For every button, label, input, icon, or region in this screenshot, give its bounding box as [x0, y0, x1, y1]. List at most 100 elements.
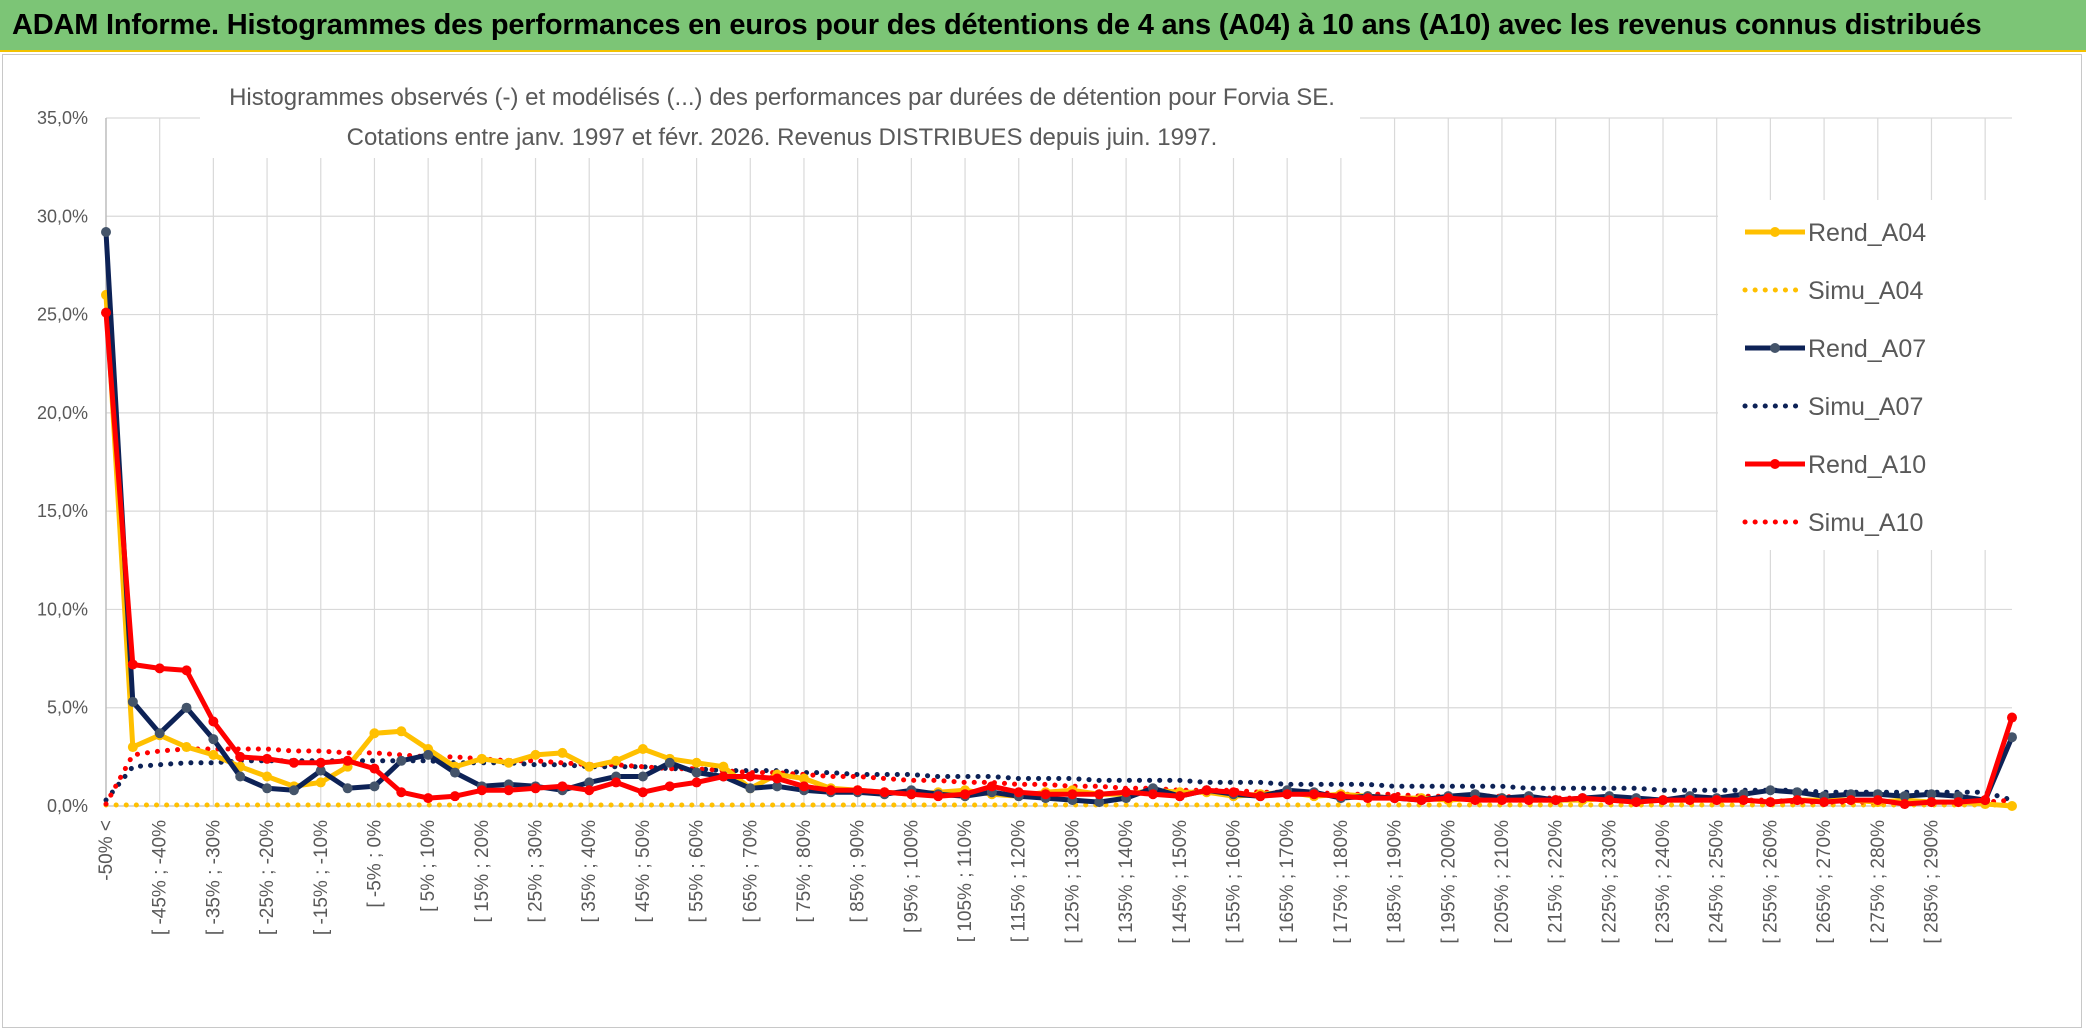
data-point [1658, 795, 1669, 806]
data-point [2007, 732, 2017, 743]
data-point [1523, 795, 1534, 806]
data-point [718, 761, 729, 772]
data-point [1067, 789, 1078, 800]
data-point [1013, 787, 1024, 798]
data-point [262, 783, 273, 794]
data-point [1980, 795, 1991, 806]
legend-item-rend_a07: Rend_A07 [1745, 335, 1926, 363]
legend-item-simu_a10: Simu_A10 [1742, 509, 1923, 537]
x-tick-label: [ 175% ; 180% [1331, 820, 1352, 944]
chart-title-line1: Histogrammes observés (-) et modélisés (… [229, 84, 1335, 111]
legend-label: Simu_A04 [1808, 277, 1923, 305]
y-tick-label: 0,0% [47, 796, 88, 816]
data-point [503, 785, 514, 796]
data-point [423, 749, 434, 760]
data-point [1738, 795, 1749, 806]
data-point [1040, 789, 1051, 800]
legend-marker [1770, 459, 1780, 469]
data-point [181, 702, 192, 713]
data-point [1094, 789, 1105, 800]
x-tick-label: [ 5% ; 10% [418, 820, 439, 912]
series-rend_a10 [101, 307, 2017, 810]
data-point [879, 787, 890, 798]
data-point [745, 771, 756, 782]
x-tick-label: [ -5% ; 0% [364, 820, 385, 908]
data-point [127, 742, 138, 753]
data-point [101, 227, 111, 238]
data-point [449, 767, 460, 778]
data-point [1174, 791, 1185, 802]
data-point [1201, 785, 1212, 796]
data-point [745, 783, 756, 794]
legend-label: Simu_A07 [1808, 393, 1923, 421]
legend-marker [1770, 227, 1780, 237]
data-point [154, 728, 165, 739]
x-tick-label: [ 155% ; 160% [1223, 820, 1244, 944]
data-point [557, 781, 568, 792]
data-point [1121, 787, 1132, 798]
x-tick-label: [ 85% ; 90% [848, 820, 869, 923]
data-point [449, 791, 460, 802]
data-point [1335, 791, 1346, 802]
data-point [1416, 795, 1427, 806]
data-point [611, 777, 622, 788]
data-point [1470, 795, 1481, 806]
x-axis-labels: -50% < [ -45% ; -40% [ -35% ; -30% [ -25% ;… [96, 820, 1942, 944]
data-point [1899, 799, 1910, 810]
x-tick-label: [ 145% ; 150% [1170, 820, 1191, 944]
data-point [369, 763, 380, 774]
data-point [1631, 797, 1642, 808]
data-point [933, 791, 944, 802]
page-title: ADAM Informe. Histogrammes des performan… [12, 9, 1982, 41]
data-point [315, 777, 326, 788]
data-point [772, 773, 783, 784]
data-point [1684, 795, 1695, 806]
data-point [1443, 793, 1454, 804]
x-tick-label: [ 215% ; 220% [1546, 820, 1567, 944]
x-tick-label: [ 185% ; 190% [1385, 820, 1406, 944]
data-point [342, 755, 353, 766]
data-point [852, 785, 863, 796]
data-point [906, 789, 917, 800]
y-axis-labels: 0,0% 5,0% 10,0% 15,0% 20,0% 25,0% 30,0% 35,0% [37, 108, 88, 816]
legend-item-simu_a07: Simu_A07 [1742, 393, 1923, 421]
x-tick-label: [ 265% ; 270% [1814, 820, 1835, 944]
data-point [1765, 797, 1776, 808]
data-point [396, 755, 407, 766]
data-point [315, 757, 326, 768]
data-point [476, 785, 487, 796]
x-tick-label: [ 95% ; 100% [901, 820, 922, 933]
data-point [637, 771, 648, 782]
data-point [1577, 793, 1588, 804]
data-point [235, 771, 246, 782]
data-point [637, 787, 648, 798]
title-background [200, 78, 1360, 158]
data-point [208, 716, 219, 727]
x-tick-label: [ 235% ; 240% [1653, 820, 1674, 944]
x-tick-label: [ 285% ; 290% [1921, 820, 1942, 944]
x-tick-label: [ 225% ; 230% [1599, 820, 1620, 944]
data-point [1926, 789, 1937, 800]
data-point [288, 757, 299, 768]
legend-label: Rend_A10 [1808, 451, 1926, 479]
x-tick-label: [ 115% ; 120% [1009, 820, 1030, 942]
data-point [557, 747, 568, 758]
data-point [611, 755, 622, 766]
x-tick-label: [ 195% ; 200% [1438, 820, 1459, 944]
data-point [530, 783, 541, 794]
x-tick-label: [ -25% ; -20% [257, 820, 278, 935]
data-point [1711, 795, 1722, 806]
data-point [503, 757, 514, 768]
data-point [154, 663, 165, 674]
data-point [1845, 795, 1856, 806]
data-point [584, 785, 595, 796]
data-point [1094, 797, 1105, 808]
data-point [1926, 797, 1937, 808]
x-tick-label: [ 255% ; 260% [1760, 820, 1781, 944]
data-point [476, 753, 487, 764]
data-point [691, 777, 702, 788]
data-point [1792, 795, 1803, 806]
data-point [1872, 795, 1883, 806]
data-point [208, 749, 219, 760]
